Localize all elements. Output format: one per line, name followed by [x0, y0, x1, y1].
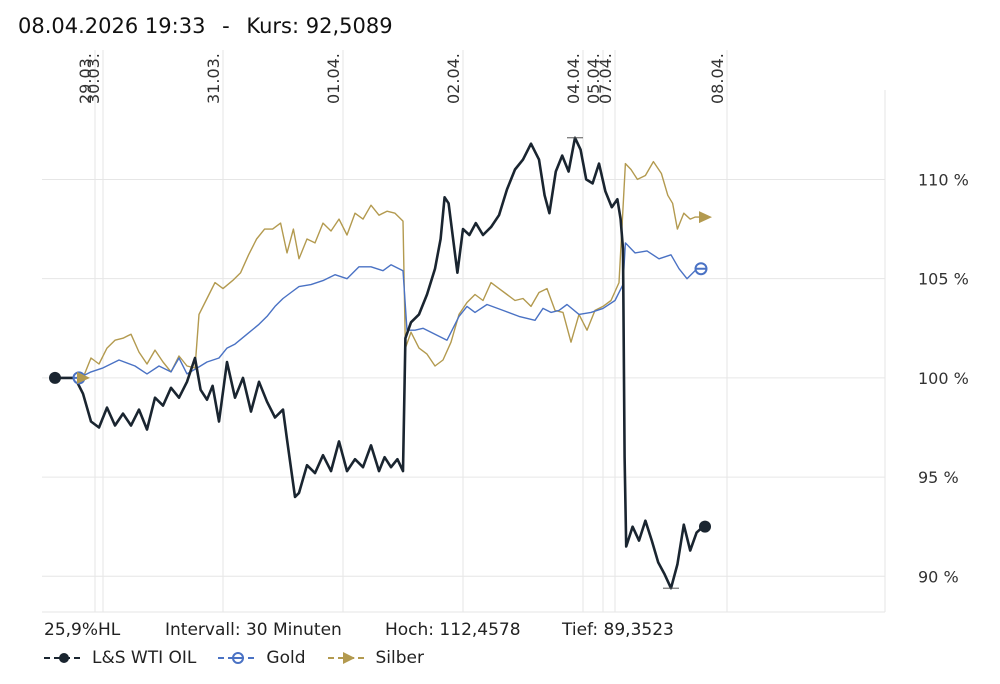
y-tick-label: 100 % [918, 369, 969, 388]
legend-silber-marker-icon [327, 652, 368, 664]
x-tick-label: 29.03. [76, 53, 95, 104]
x-tick-label: 01.04. [324, 53, 343, 104]
legend-item-gold[interactable]: Gold [218, 648, 306, 668]
stats-low: Tief: 89,3523 [562, 620, 674, 640]
y-tick-label: 105 % [918, 270, 969, 289]
series-line-gold [78, 242, 700, 379]
stats-interval: Intervall: 30 Minuten [165, 620, 342, 640]
grid-layer [42, 50, 886, 613]
marker-layer [49, 137, 712, 589]
legend-wti-marker-icon [44, 653, 84, 663]
y-tick-label: 95 % [918, 468, 959, 487]
x-tick-labels: 29.03.30.03. 31.03. 01.04. 02.04. 04.04. 05.0… [76, 53, 727, 104]
legend-item-wti[interactable]: L&S WTI OIL [44, 648, 196, 668]
legend-label-gold: Gold [266, 648, 306, 668]
x-tick-label: 04.04. [564, 53, 583, 104]
y-tick-label: 90 % [918, 567, 959, 586]
series-line-silber [82, 160, 703, 379]
marker-silber-end [699, 211, 712, 224]
series-layer [55, 136, 704, 590]
y-tick-labels: 90 % 95 % 100 % 105 % 110 % [918, 170, 969, 586]
series-line-wti [55, 136, 704, 590]
x-tick-label: 07.04. [596, 53, 615, 104]
marker-wti-end [699, 520, 711, 533]
marker-wti-start [49, 371, 61, 384]
chart-header: 08.04.2026 19:33 - Kurs: 92,5089 [18, 14, 393, 38]
chart-legend: L&S WTI OIL Gold Silber [44, 648, 446, 668]
x-tick-label: 08.04. [708, 53, 727, 104]
header-datetime: 08.04.2026 19:33 [18, 14, 206, 38]
x-tick-label: 02.04. [444, 53, 463, 104]
header-separator: - [222, 14, 230, 38]
header-kurs-value: 92,5089 [305, 14, 393, 38]
legend-item-silber[interactable]: Silber [327, 648, 424, 668]
stats-spread: 25,9%HL [44, 620, 121, 640]
x-tick-label: 31.03. [204, 53, 223, 104]
legend-gold-marker-icon [218, 652, 259, 664]
marker-silber-start [77, 371, 90, 384]
legend-label-wti: L&S WTI OIL [92, 648, 197, 668]
y-tick-label: 110 % [918, 170, 969, 189]
header-kurs-label: Kurs: [246, 14, 300, 38]
stats-high: Hoch: 112,4578 [385, 620, 521, 640]
x-tick-label: 30.03. [84, 53, 103, 104]
x-tick-label: 05.04. [584, 53, 603, 104]
legend-label-silber: Silber [375, 648, 424, 668]
